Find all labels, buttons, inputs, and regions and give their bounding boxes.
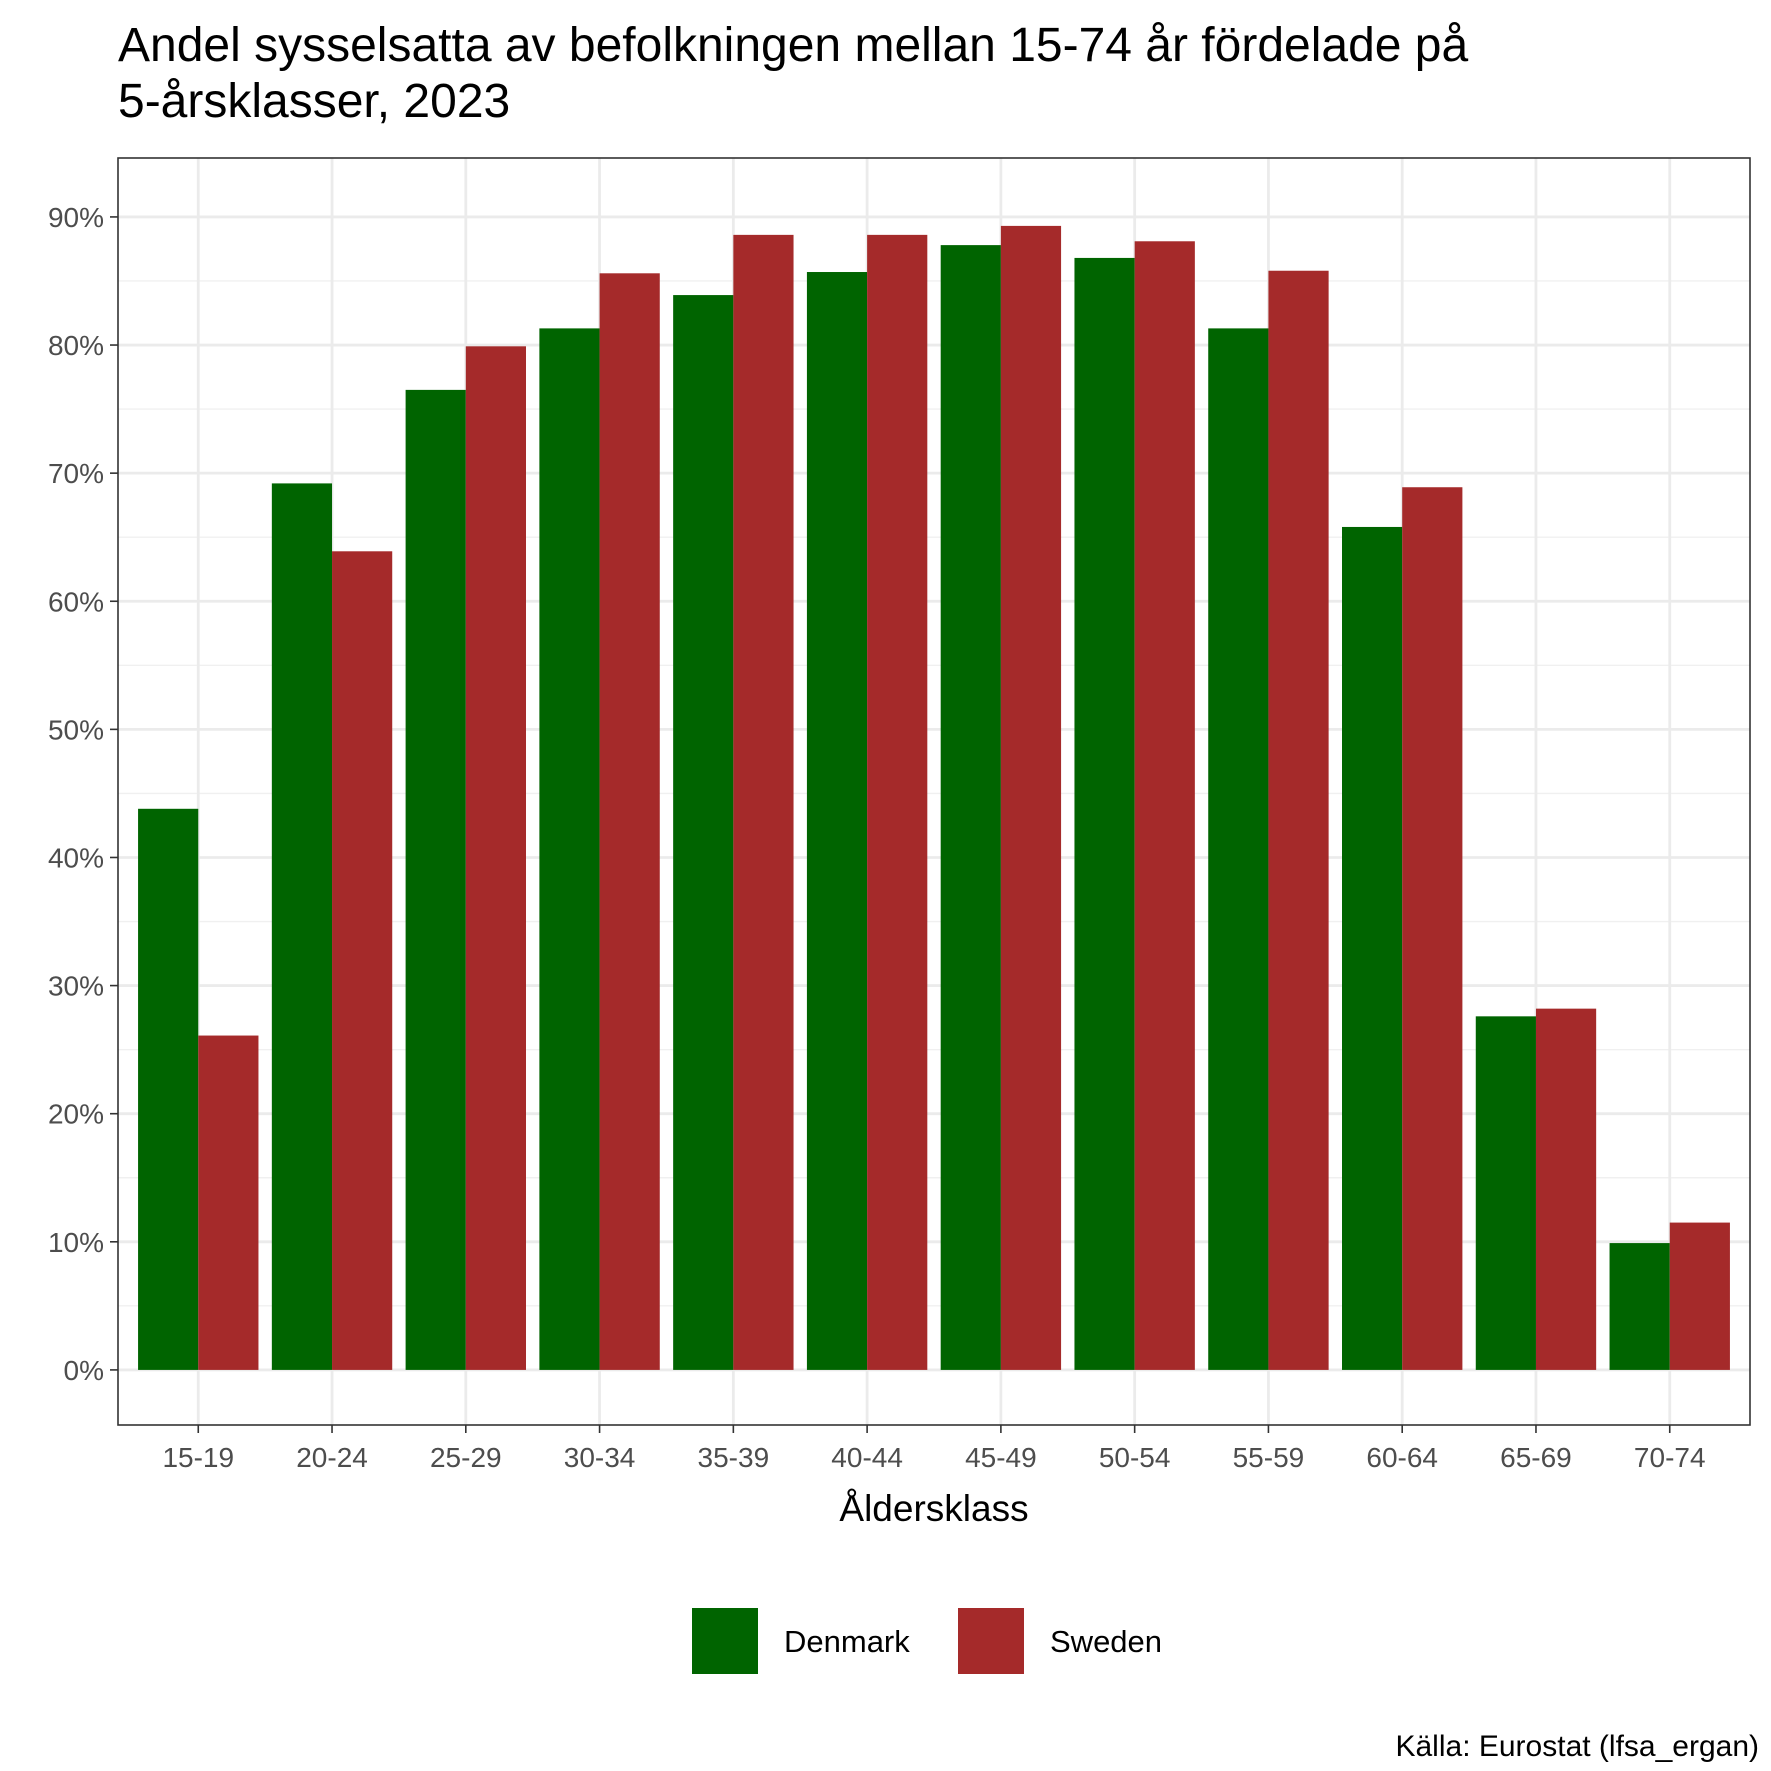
y-tick-label: 80% — [48, 330, 104, 361]
x-tick-label: 70-74 — [1634, 1442, 1706, 1473]
bar-sweden-50-54 — [1134, 241, 1195, 1370]
bar-sweden-30-34 — [599, 273, 660, 1370]
chart-title-line1: Andel sysselsatta av befolkningen mellan… — [118, 19, 1469, 72]
bar-sweden-25-29 — [465, 346, 526, 1370]
x-tick-label: 20-24 — [296, 1442, 368, 1473]
x-tick-label: 30-34 — [564, 1442, 636, 1473]
legend-key-sweden — [958, 1608, 1024, 1674]
plot-panel-border — [117, 157, 1751, 1426]
y-tick-label: 30% — [48, 971, 104, 1002]
bar-sweden-55-59 — [1268, 270, 1329, 1370]
bar-sweden-65-69 — [1535, 1008, 1597, 1370]
legend: Denmark Sweden — [692, 1608, 1162, 1674]
x-axis-title: Åldersklass — [839, 1488, 1028, 1529]
bar-denmark-45-49 — [940, 245, 1001, 1370]
x-tick-label: 50-54 — [1099, 1442, 1171, 1473]
x-tick-label: 45-49 — [965, 1442, 1037, 1473]
bar-sweden-35-39 — [733, 234, 794, 1370]
source-caption: Källa: Eurostat (lfsa_ergan) — [1395, 1730, 1759, 1763]
chart-title-line2: 5-årsklasser, 2023 — [118, 75, 511, 128]
bar-sweden-20-24 — [332, 551, 393, 1370]
y-tick-label: 0% — [64, 1355, 104, 1386]
bar-denmark-60-64 — [1342, 526, 1403, 1370]
x-tick-label: 40-44 — [831, 1442, 903, 1473]
bar-denmark-25-29 — [405, 389, 466, 1370]
x-tick-label: 25-29 — [430, 1442, 502, 1473]
bar-sweden-70-74 — [1669, 1222, 1730, 1370]
y-tick-label: 70% — [48, 458, 104, 489]
x-tick-label: 35-39 — [698, 1442, 770, 1473]
y-axis: 0% 10% 20% 30% 40% 50% 60% 70% 80% 90% — [48, 202, 118, 1386]
bar-denmark-20-24 — [271, 483, 333, 1370]
bar-denmark-40-44 — [806, 272, 868, 1370]
bar-denmark-65-69 — [1475, 1016, 1536, 1370]
legend-key-denmark — [692, 1608, 758, 1674]
bar-sweden-45-49 — [1000, 225, 1062, 1370]
x-tick-label: 60-64 — [1366, 1442, 1438, 1473]
bar-denmark-70-74 — [1609, 1243, 1670, 1370]
y-tick-label: 50% — [48, 714, 104, 745]
bar-denmark-50-54 — [1074, 257, 1135, 1370]
x-tick-label: 65-69 — [1500, 1442, 1572, 1473]
y-tick-label: 60% — [48, 586, 104, 617]
x-tick-label: 15-19 — [162, 1442, 234, 1473]
y-tick-label: 40% — [48, 842, 104, 873]
legend-label-sweden: Sweden — [1050, 1624, 1162, 1659]
y-tick-label: 10% — [48, 1227, 104, 1258]
legend-label-denmark: Denmark — [784, 1624, 910, 1659]
bars — [138, 225, 1730, 1370]
bar-sweden-15-19 — [198, 1035, 259, 1370]
bar-sweden-40-44 — [867, 234, 928, 1370]
bar-denmark-15-19 — [138, 808, 199, 1370]
y-tick-label: 90% — [48, 202, 104, 233]
chart-title: Andel sysselsatta av befolkningen mellan… — [118, 18, 1468, 130]
bar-denmark-35-39 — [673, 295, 734, 1370]
y-tick-label: 20% — [48, 1099, 104, 1130]
x-tick-label: 55-59 — [1233, 1442, 1305, 1473]
bar-sweden-60-64 — [1402, 487, 1463, 1370]
bar-denmark-30-34 — [539, 328, 600, 1370]
x-axis: 15-19 20-24 25-29 30-34 35-39 40-44 45-49 50-54… — [162, 1425, 1706, 1473]
bar-denmark-55-59 — [1208, 328, 1269, 1370]
